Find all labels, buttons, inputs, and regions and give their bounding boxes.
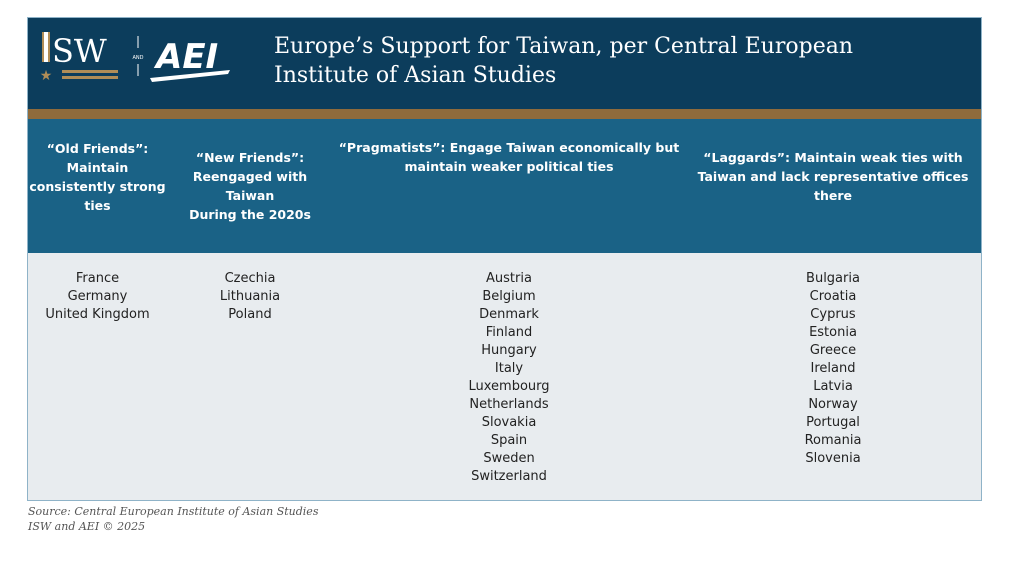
heading-line: “Pragmatists”: Engage Taiwan economicall… xyxy=(338,140,680,155)
country-item: Germany xyxy=(67,289,128,304)
copyright-note: ISW and AEI © 2025 xyxy=(28,520,146,533)
heading-line: ties xyxy=(84,198,111,213)
country-item: Romania xyxy=(804,433,862,448)
svg-text:★: ★ xyxy=(40,68,52,82)
heading-line: “Laggards”: Maintain weak ties with xyxy=(703,150,963,165)
country-item: Estonia xyxy=(809,325,857,340)
heading-line: “Old Friends”: xyxy=(46,141,149,156)
gold-divider xyxy=(28,109,981,119)
heading-old-friends: “Old Friends”: Maintain consistently str… xyxy=(28,139,167,215)
country-item: Hungary xyxy=(481,343,537,358)
list-laggards: Bulgaria Croatia Cyprus Estonia Greece Irelan… xyxy=(685,270,981,468)
country-item: Poland xyxy=(228,307,272,322)
country-item: Latvia xyxy=(813,379,853,394)
country-item: Ireland xyxy=(810,361,856,376)
heading-laggards: “Laggards”: Maintain weak ties with Taiw… xyxy=(685,148,981,205)
heading-line: maintain weaker political ties xyxy=(404,159,614,174)
country-item: Finland xyxy=(485,325,533,340)
country-item: Belgium xyxy=(482,289,536,304)
heading-line: During the 2020s xyxy=(189,207,311,222)
heading-line: consistently strong xyxy=(29,179,166,194)
country-item: Spain xyxy=(490,433,528,448)
svg-text:AEI: AEI xyxy=(153,37,218,77)
heading-line: Taiwan and lack representative offices xyxy=(697,169,969,184)
heading-line: Reengaged with Taiwan xyxy=(192,169,308,203)
country-item: Switzerland xyxy=(471,469,547,484)
list-pragmatists: Austria Belgium Denmark Finland Hungary Italy… xyxy=(333,270,685,486)
source-note: Source: Central European Institute of As… xyxy=(28,505,319,518)
country-item: Bulgaria xyxy=(806,271,860,286)
heading-line: there xyxy=(814,188,852,203)
country-item: Lithuania xyxy=(219,289,281,304)
isw-aei-logo: ★ SW AND AEI xyxy=(40,32,230,82)
country-item: Netherlands xyxy=(469,397,549,412)
list-old-friends: France Germany United Kingdom xyxy=(28,270,167,324)
country-item: Luxembourg xyxy=(468,379,550,394)
country-item: Sweden xyxy=(483,451,535,466)
country-item: Slovakia xyxy=(481,415,537,430)
country-item: France xyxy=(75,271,120,286)
country-item: Croatia xyxy=(809,289,857,304)
country-item: Denmark xyxy=(479,307,539,322)
country-item: Czechia xyxy=(224,271,276,286)
country-item: Austria xyxy=(486,271,532,286)
title-banner: ★ SW AND AEI Europe’s Support for Taiwan… xyxy=(28,18,981,109)
country-item: Portugal xyxy=(806,415,860,430)
list-new-friends: Czechia Lithuania Poland xyxy=(167,270,333,324)
svg-text:SW: SW xyxy=(52,32,107,70)
country-item: Norway xyxy=(808,397,858,412)
country-item: Italy xyxy=(494,361,524,376)
title-line: Institute of Asian Studies xyxy=(274,63,557,88)
heading-pragmatists: “Pragmatists”: Engage Taiwan economicall… xyxy=(333,138,685,176)
title-line: Europe’s Support for Taiwan, per Central… xyxy=(274,34,854,59)
column-header-row xyxy=(28,119,981,253)
heading-new-friends: “New Friends”: Reengaged with Taiwan Dur… xyxy=(167,148,333,224)
heading-line: Maintain xyxy=(66,160,129,175)
country-item: United Kingdom xyxy=(45,307,150,322)
country-item: Greece xyxy=(809,343,857,358)
page-title: Europe’s Support for Taiwan, per Central… xyxy=(274,32,914,90)
country-item: Cyprus xyxy=(810,307,856,322)
infographic: ★ SW AND AEI Europe’s Support for Taiwan… xyxy=(27,17,982,501)
heading-line: “New Friends”: xyxy=(195,150,305,165)
country-item: Slovenia xyxy=(805,451,861,466)
svg-text:AND: AND xyxy=(132,55,143,61)
